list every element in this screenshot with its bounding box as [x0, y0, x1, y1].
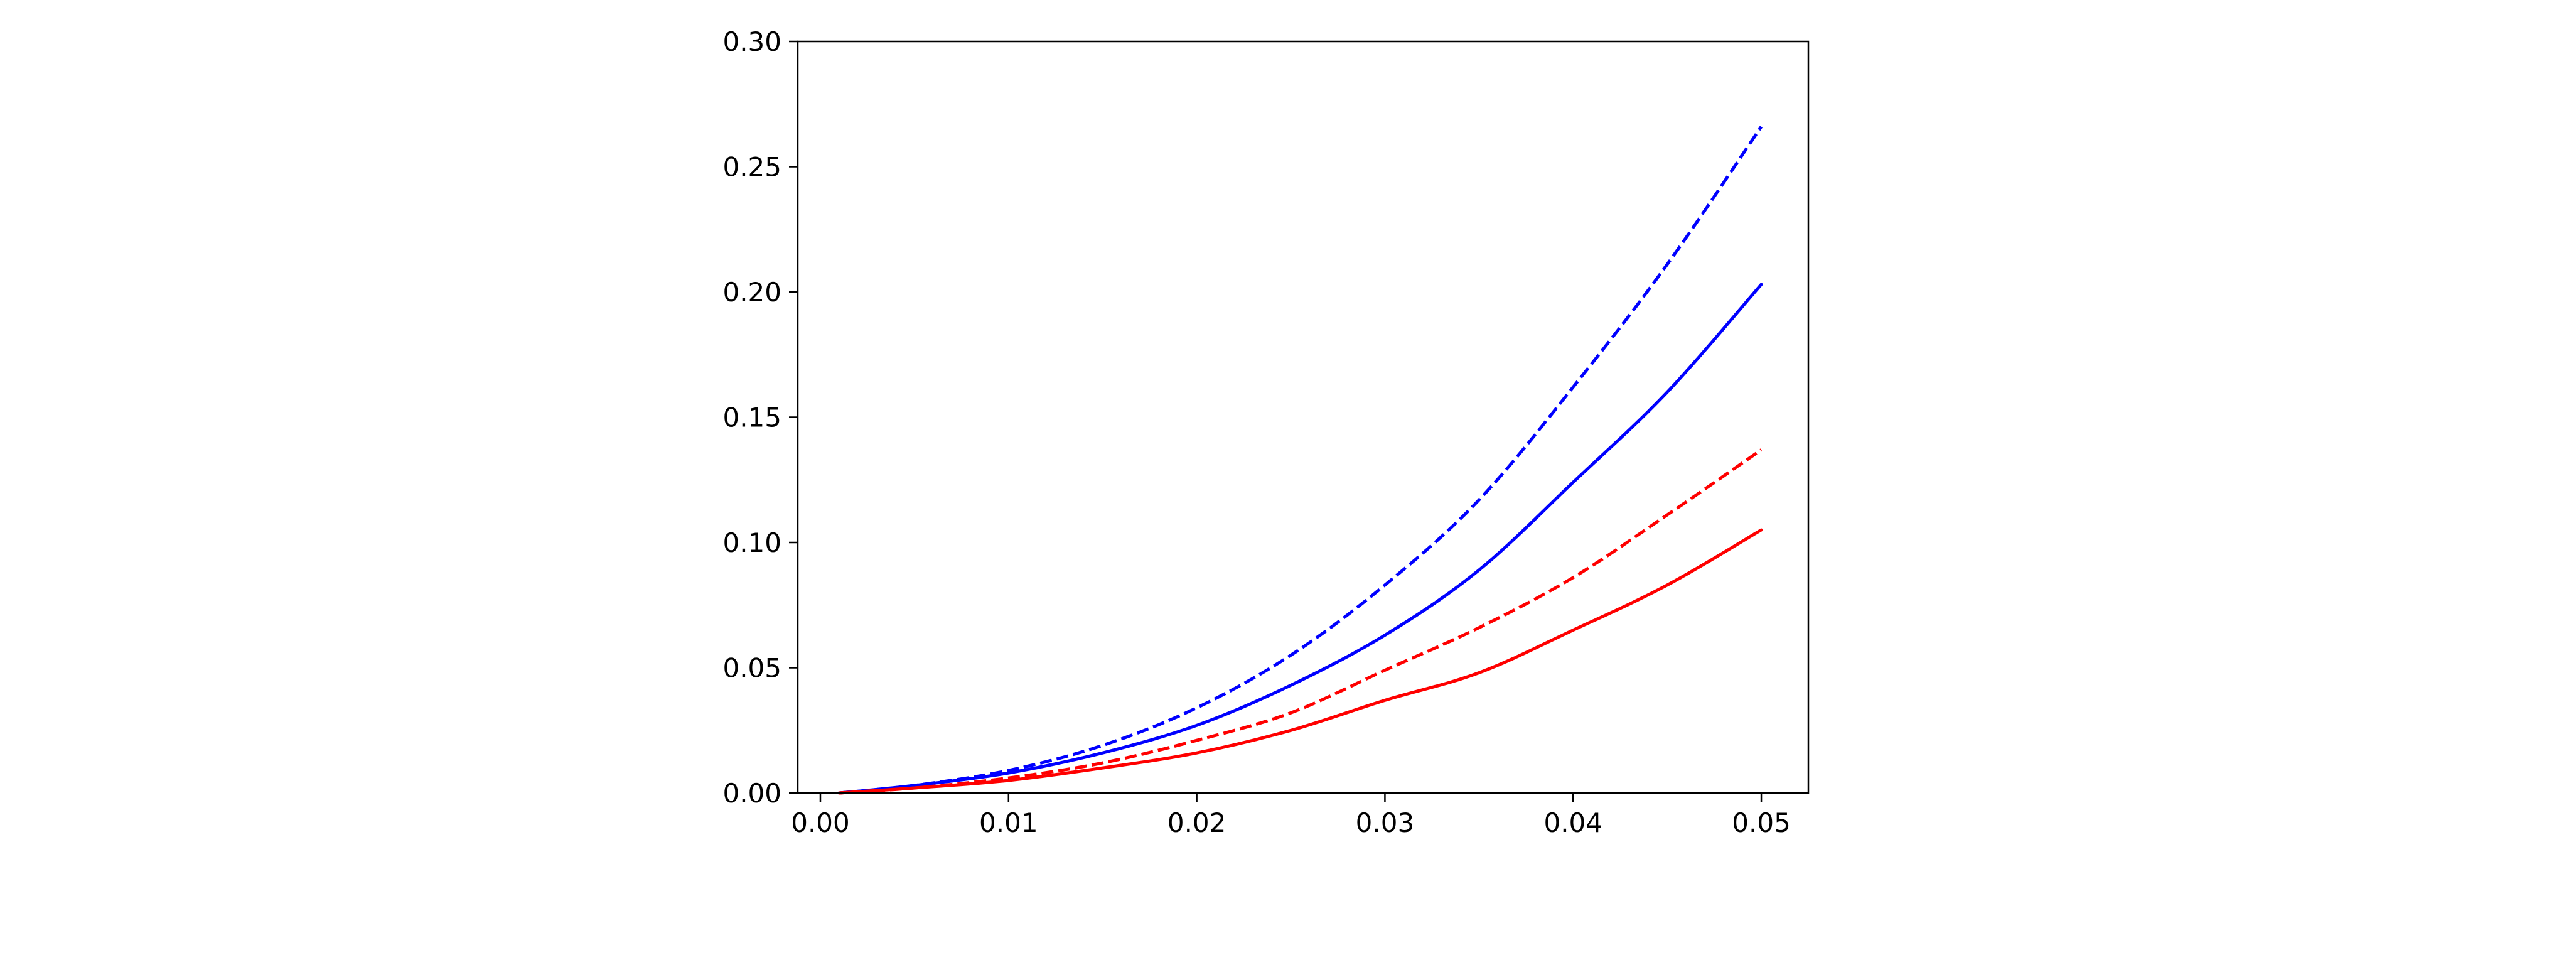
- x-tick-label: 0.01: [979, 807, 1038, 838]
- y-tick-label: 0.00: [722, 778, 781, 809]
- series-line-1-dashed: [839, 126, 1763, 795]
- y-tick-label: 0.10: [722, 527, 781, 558]
- series-layer: [837, 126, 1763, 795]
- y-axis: 0.00 0.05 0.10 0.15 0.20 0.25 0.30: [722, 26, 798, 809]
- x-tick-label: 0.05: [1732, 807, 1791, 838]
- x-tick-label: 0.02: [1167, 807, 1226, 838]
- x-axis: 0.00 0.01 0.02 0.03 0.04 0.05: [791, 793, 1791, 838]
- y-tick-label: 0.25: [722, 152, 781, 183]
- series-line-3-dashed: [839, 448, 1763, 795]
- y-tick-label: 0.30: [722, 26, 781, 57]
- series-line-4-solid: [837, 528, 1763, 795]
- y-tick-label: 0.05: [722, 653, 781, 684]
- x-tick-label: 0.03: [1356, 807, 1415, 838]
- x-tick-label: 0.00: [791, 807, 850, 838]
- y-tick-label: 0.15: [722, 402, 781, 433]
- series-line-2-solid: [837, 283, 1763, 795]
- y-tick-label: 0.20: [722, 277, 781, 308]
- x-tick-label: 0.04: [1543, 807, 1602, 838]
